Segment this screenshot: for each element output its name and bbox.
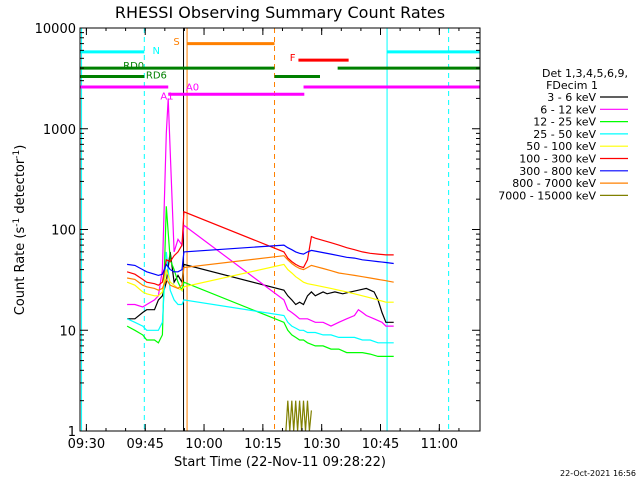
legend-label-100-300-kev: 100 - 300 keV [519, 153, 596, 166]
series-line-3-6-kev [127, 251, 394, 323]
state-label-n: N [153, 46, 160, 57]
y-label-sup-2: -1 [12, 150, 22, 159]
legend-label-3-6-kev: 3 - 6 keV [547, 91, 596, 104]
y-tick-label-1000: 1000 [43, 123, 76, 138]
series-line-800-7000-kev [126, 255, 394, 291]
legend-label-6-12-kev: 6 - 12 keV [540, 103, 596, 116]
footer-timestamp: 22-Oct-2021 16:56 [560, 469, 636, 478]
y-axis-label: Count Rate (s-1 detector-1) [12, 145, 28, 316]
y-label-part-3: ) [13, 145, 28, 150]
y-label-part-1: Count Rate (s [13, 227, 28, 316]
series-line-300-800-kev [127, 244, 394, 277]
x-axis-label: Start Time (22-Nov-11 09:28:22) [174, 455, 386, 470]
state-label-rd0: RD0 [123, 61, 144, 72]
chart-title: RHESSI Observing Summary Count Rates [115, 3, 445, 22]
x-tick-label-09-30: 09:30 [68, 437, 105, 452]
y-tick-label-1: 1 [68, 425, 76, 440]
state-label-rd6: RD6 [146, 71, 167, 82]
series-line-12-25-kev [126, 206, 394, 357]
y-tick-label-10: 10 [59, 324, 76, 339]
legend-label-50-100-kev: 50 - 100 keV [526, 140, 596, 153]
series-line-6-12-kev [127, 98, 394, 327]
legend-label-7000-15000-kev: 7000 - 15000 keV [498, 189, 596, 202]
x-tick-label-09-45: 09:45 [126, 437, 163, 452]
x-tick-label-10-30: 10:30 [303, 437, 340, 452]
y-tick-label-100: 100 [51, 224, 76, 239]
x-tick-label-10-00: 10:00 [185, 437, 222, 452]
series-line-25-50-kev [126, 251, 394, 344]
legend-label-12-25-kev: 12 - 25 keV [533, 116, 596, 129]
series-line-50-100-kev [126, 263, 394, 303]
state-label-a0: A0 [186, 82, 199, 93]
series-line-7000-15000-kev [285, 400, 312, 432]
x-tick-label-10-15: 10:15 [244, 437, 281, 452]
x-tick-label-10-45: 10:45 [362, 437, 399, 452]
legend-label-25-50-kev: 25 - 50 keV [533, 128, 596, 141]
legend-header-1: Det 1,3,4,5,6,9, [542, 67, 628, 80]
legend-header-2: FDecim 1 [546, 79, 598, 92]
x-tick-label-11-00: 11:00 [421, 437, 458, 452]
y-tick-label-10000: 10000 [35, 22, 76, 37]
legend-label-800-7000-kev: 800 - 7000 keV [512, 177, 596, 190]
state-label-f: F [290, 53, 296, 64]
y-label-part-2: detector [13, 158, 28, 218]
series-line-100-300-kev [126, 210, 394, 286]
state-label-s: S [173, 37, 179, 48]
state-label-a1: A1 [160, 92, 173, 103]
legend-label-300-800-kev: 300 - 800 keV [519, 165, 596, 178]
y-label-sup-1: -1 [12, 218, 22, 227]
